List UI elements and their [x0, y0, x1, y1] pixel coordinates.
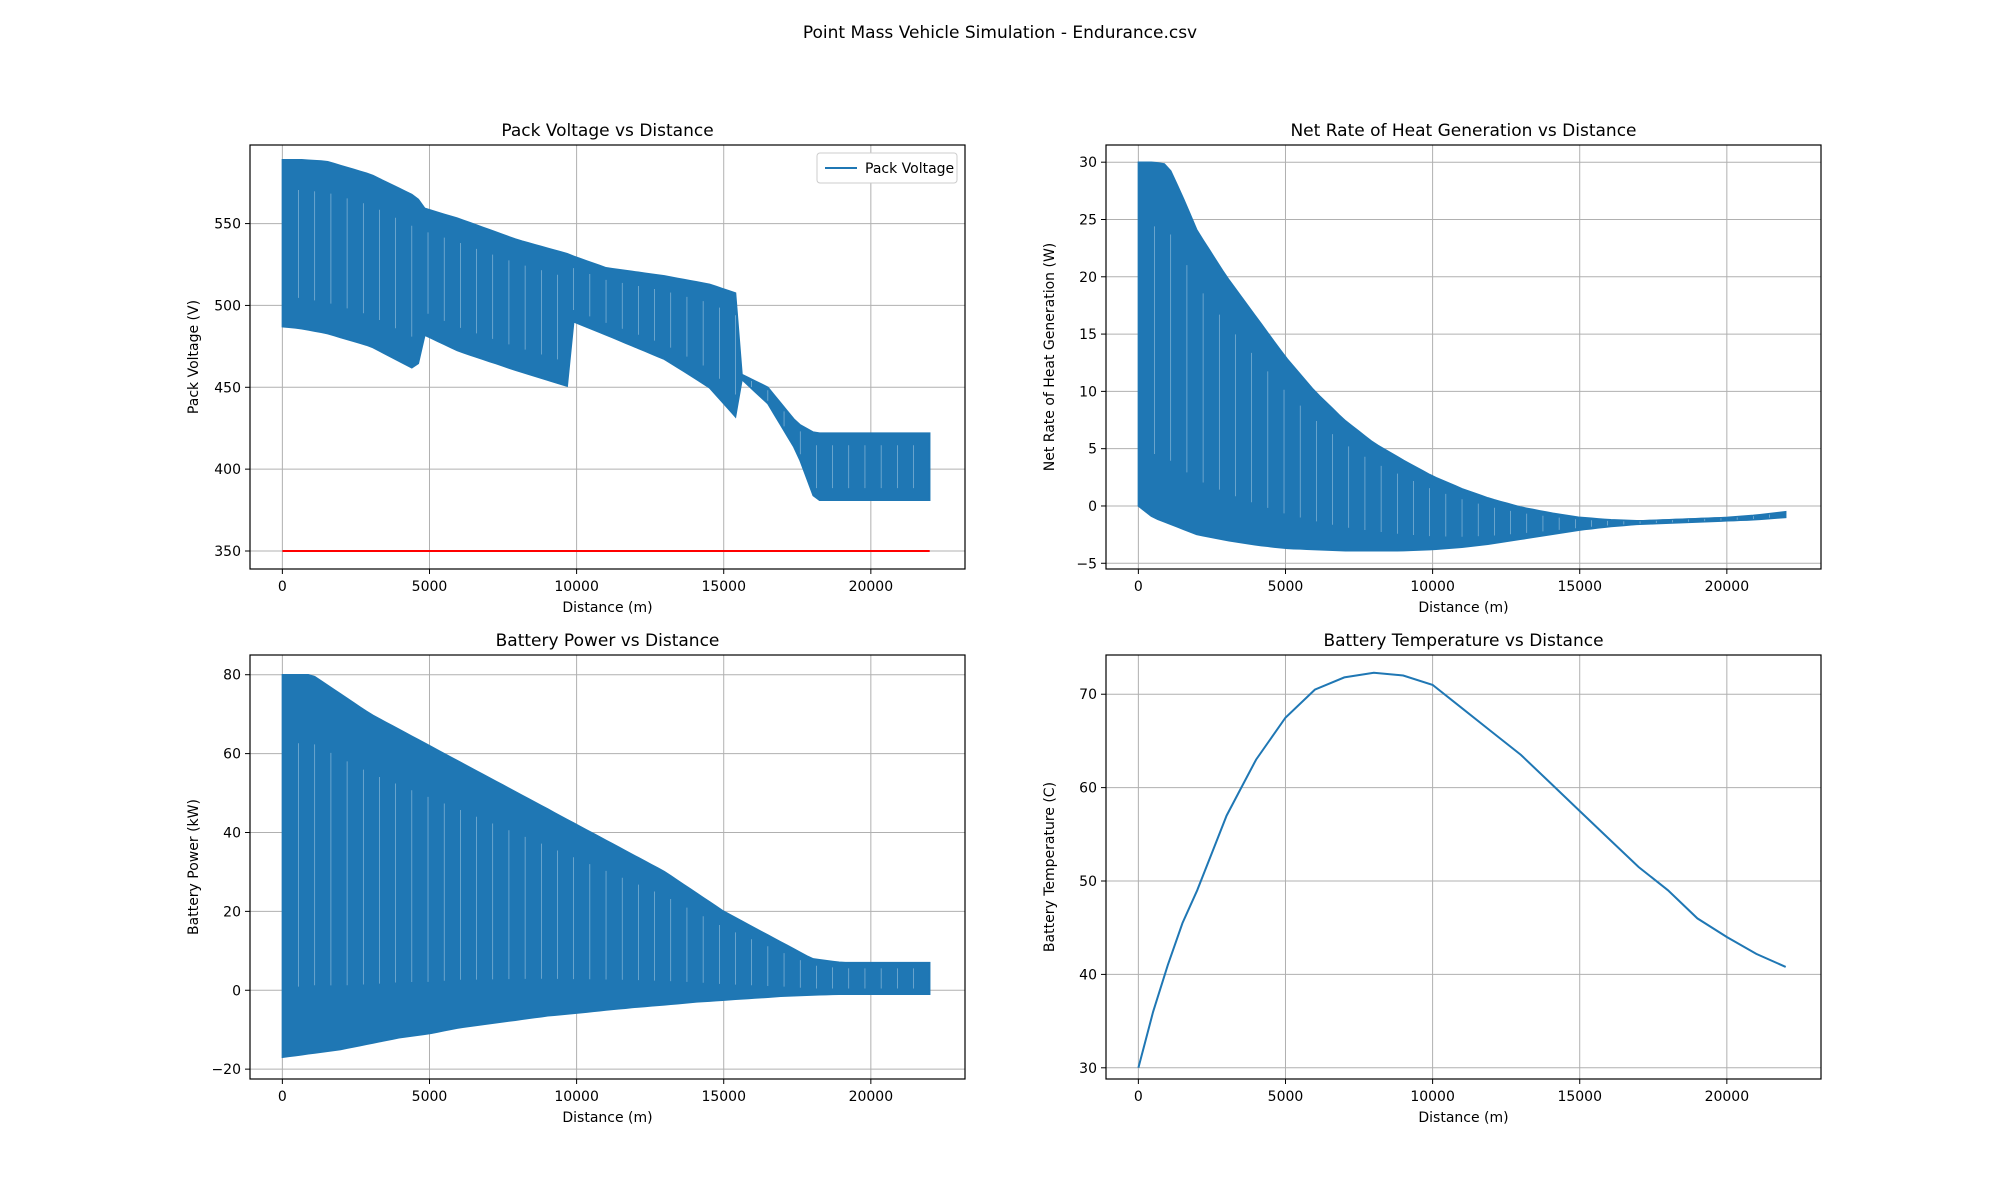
- pack-voltage-x-tick-label: 20000: [849, 579, 894, 595]
- battery-power-x-tick-label: 0: [278, 1089, 287, 1105]
- battery-temperature-x-tick-label: 0: [1134, 1089, 1143, 1105]
- pack-voltage-y-tick-label: 550: [214, 217, 241, 233]
- heat-generation-y-tick-label: 30: [1079, 155, 1097, 171]
- pack-voltage-axes-frame: [249, 144, 966, 570]
- battery-temperature-series-0-line: [1137, 671, 1787, 1069]
- pack-voltage-y-tick-label: 350: [214, 544, 241, 560]
- figure-title: Point Mass Vehicle Simulation - Enduranc…: [803, 23, 1197, 43]
- battery-power-y-tick-label: 40: [223, 825, 241, 841]
- battery-power-title: Battery Power vs Distance: [496, 631, 720, 651]
- battery-temperature-x-axis-label: Distance (m): [1418, 1110, 1508, 1126]
- heat-generation-y-tick-label: 25: [1079, 212, 1097, 228]
- battery-power-axes-frame: [249, 654, 966, 1080]
- pack-voltage-y-axis-label: Pack Voltage (V): [186, 300, 202, 414]
- battery-temperature-y-tick-label: 30: [1079, 1061, 1097, 1077]
- battery-power-data: [281, 673, 931, 1059]
- battery-power-y-tick-label: 0: [232, 983, 241, 999]
- battery-power-x-tick-label: 5000: [412, 1089, 448, 1105]
- battery-power-panel: 0 5000 10000 15000 20000 −20 0 20 40 60 80 Battery …: [186, 631, 966, 1126]
- battery-temperature-x-tick-label: 20000: [1705, 1089, 1750, 1105]
- heat-generation-y-axis-label: Net Rate of Heat Generation (W): [1042, 243, 1058, 472]
- heat-generation-x-tick-label: 10000: [1410, 579, 1455, 595]
- heat-generation-y-tick-label: 15: [1079, 327, 1097, 343]
- battery-temperature-y-axis-label: Battery Temperature (C): [1042, 782, 1058, 952]
- heat-generation-x-axis-label: Distance (m): [1418, 600, 1508, 616]
- heat-generation-axes-frame: [1105, 144, 1822, 570]
- battery-power-y-axis-label: Battery Power (kW): [186, 799, 202, 935]
- battery-power-x-tick-label: 10000: [554, 1089, 599, 1105]
- heat-generation-y-tick-label: 5: [1088, 442, 1097, 458]
- battery-temperature-title: Battery Temperature vs Distance: [1323, 631, 1603, 651]
- battery-temperature-x-tick-label: 5000: [1268, 1089, 1304, 1105]
- pack-voltage-x-tick-label: 15000: [701, 579, 746, 595]
- battery-temperature-plot-area: [1106, 655, 1821, 1079]
- pack-voltage-x-tick-label: 10000: [554, 579, 599, 595]
- pack-voltage-y-tick-label: 400: [214, 462, 241, 478]
- pack-voltage-x-tick-label: 0: [278, 579, 287, 595]
- pack-voltage-panel: 0 5000 10000 15000 20000 350 400 450 500 550 Pack …: [186, 121, 966, 616]
- battery-temperature-x-tick-label: 10000: [1410, 1089, 1455, 1105]
- heat-generation-data: [1137, 161, 1787, 552]
- pack-voltage-data: [281, 158, 931, 552]
- pack-voltage-title: Pack Voltage vs Distance: [501, 121, 713, 141]
- heat-generation-y-tick-label: 10: [1079, 384, 1097, 400]
- battery-temperature-y-tick-label: 50: [1079, 874, 1097, 890]
- battery-temperature-y-tick-label: 40: [1079, 967, 1097, 983]
- heat-generation-y-tick-label: −5: [1076, 556, 1097, 572]
- heat-generation-title: Net Rate of Heat Generation vs Distance: [1290, 121, 1636, 141]
- battery-power-x-tick-label: 15000: [701, 1089, 746, 1105]
- heat-generation-x-tick-label: 0: [1134, 579, 1143, 595]
- heat-generation-x-tick-label: 5000: [1268, 579, 1304, 595]
- pack-voltage-y-tick-label: 450: [214, 380, 241, 396]
- heat-generation-y-tick-label: 0: [1088, 499, 1097, 515]
- battery-temperature-panel: 0 5000 10000 15000 20000 30 40 50 60 70 Battery Te…: [1042, 631, 1822, 1126]
- pack-voltage-legend-label: Pack Voltage: [865, 161, 954, 177]
- heat-generation-y-tick-label: 20: [1079, 270, 1097, 286]
- battery-temperature-x-tick-label: 15000: [1557, 1089, 1602, 1105]
- battery-power-y-tick-label: 60: [223, 747, 241, 763]
- battery-temperature-data: [1137, 671, 1787, 1069]
- pack-voltage-legend: [816, 152, 958, 184]
- battery-power-y-tick-label: −20: [211, 1062, 241, 1078]
- battery-power-x-tick-label: 20000: [849, 1089, 894, 1105]
- pack-voltage-x-tick-label: 5000: [412, 579, 448, 595]
- heat-generation-panel: 0 5000 10000 15000 20000 −5 0 5 10 15 20 25 30 Net Ra…: [1042, 121, 1822, 616]
- battery-power-y-tick-label: 20: [223, 904, 241, 920]
- battery-power-x-axis-label: Distance (m): [562, 1110, 652, 1126]
- battery-temperature-y-tick-label: 60: [1079, 781, 1097, 797]
- pack-voltage-y-tick-label: 500: [214, 298, 241, 314]
- battery-temperature-axes-frame: [1105, 654, 1822, 1080]
- battery-power-y-tick-label: 80: [223, 668, 241, 684]
- battery-temperature-y-tick-label: 70: [1079, 687, 1097, 703]
- heat-generation-x-tick-label: 20000: [1705, 579, 1750, 595]
- pack-voltage-x-axis-label: Distance (m): [562, 600, 652, 616]
- heat-generation-x-tick-label: 15000: [1557, 579, 1602, 595]
